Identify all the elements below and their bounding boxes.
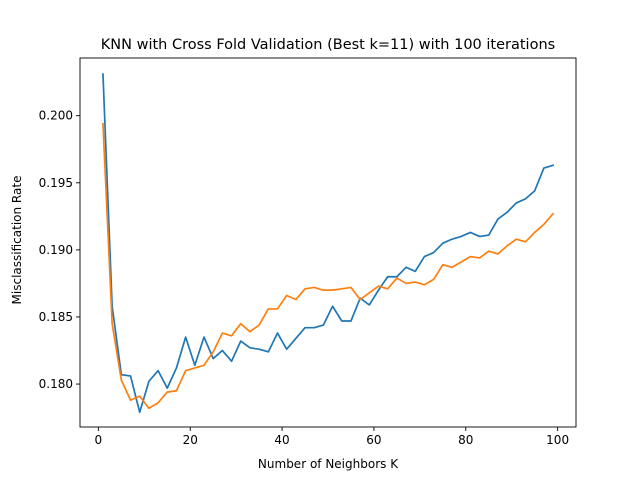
- y-tick-label-4: 0.200: [39, 109, 73, 123]
- y-tick-label-0: 0.180: [39, 377, 73, 391]
- series-line-2: [102, 122, 555, 410]
- x-axis-label: Number of Neighbors K: [258, 457, 399, 471]
- series-line-1: [102, 73, 555, 414]
- y-tick-label-1: 0.185: [39, 310, 73, 324]
- plot-area: 0 20 40 60 80 100 0.180 0.185 0.190 0.195 0.200: [39, 57, 577, 447]
- x-tick-label-40: 40: [274, 433, 289, 447]
- y-axis-label: Misclassification Rate: [10, 176, 24, 305]
- axes-frame: [79, 57, 577, 428]
- chart-title: KNN with Cross Fold Validation (Best k=1…: [101, 37, 555, 53]
- x-tick-label-20: 20: [183, 433, 198, 447]
- y-tick-label-2: 0.190: [39, 243, 73, 257]
- x-tick-label-0: 0: [95, 433, 103, 447]
- x-tick-label-80: 80: [458, 433, 473, 447]
- x-tick-label-60: 60: [366, 433, 381, 447]
- x-tick-label-100: 100: [546, 433, 569, 447]
- y-tick-label-3: 0.195: [39, 176, 73, 190]
